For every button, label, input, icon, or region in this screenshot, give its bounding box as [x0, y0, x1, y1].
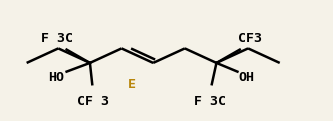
Text: OH: OH: [238, 71, 254, 84]
Text: CF 3: CF 3: [77, 95, 109, 108]
Text: E: E: [128, 78, 136, 91]
Text: F 3C: F 3C: [41, 32, 73, 45]
Text: HO: HO: [49, 71, 65, 84]
Text: CF3: CF3: [238, 32, 262, 45]
Text: F 3C: F 3C: [194, 95, 226, 108]
